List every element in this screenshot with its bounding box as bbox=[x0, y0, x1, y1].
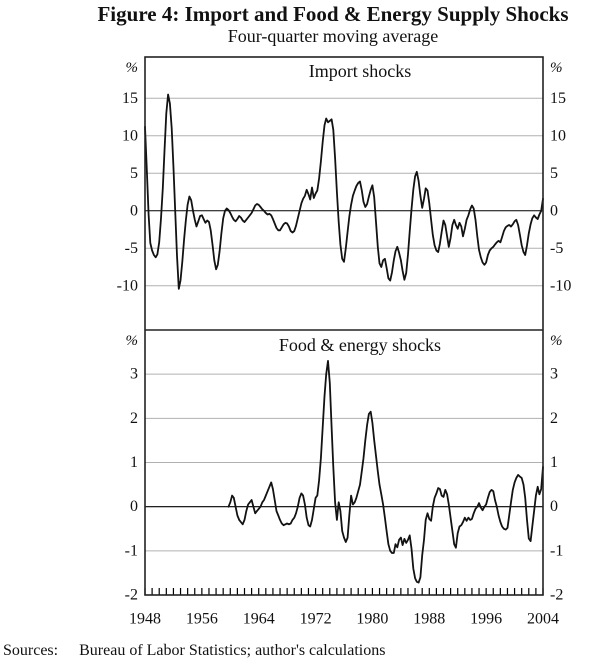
y-axis-tick-label-left: -2 bbox=[125, 587, 138, 604]
y-axis-tick-label-right: 10 bbox=[550, 127, 566, 144]
x-axis-tick-label: 1972 bbox=[300, 611, 332, 628]
y-axis-unit-label-left: % bbox=[126, 60, 139, 76]
y-axis-tick-label-left: 5 bbox=[130, 165, 138, 182]
panel-title-food-energy-shocks: Food & energy shocks bbox=[278, 335, 442, 355]
y-axis-tick-label-left: 0 bbox=[130, 498, 138, 515]
y-axis-tick-label-left: 15 bbox=[122, 90, 138, 107]
y-axis-unit-label-right: % bbox=[550, 333, 563, 349]
y-axis-tick-label-left: 10 bbox=[122, 127, 138, 144]
source-text: Bureau of Labor Statistics; author's cal… bbox=[79, 642, 386, 659]
panel-title-import-shocks: Import shocks bbox=[308, 61, 412, 81]
x-axis-tick-label: 1964 bbox=[243, 611, 275, 628]
y-axis-tick-label-right: 3 bbox=[550, 366, 558, 383]
source-note: Sources: Bureau of Labor Statistics; auth… bbox=[3, 642, 385, 660]
y-axis-tick-label-right: 0 bbox=[550, 202, 558, 219]
y-axis-tick-label-left: 0 bbox=[130, 202, 138, 219]
y-axis-tick-label-right: 1 bbox=[550, 454, 558, 471]
x-axis-tick-label: 1996 bbox=[470, 611, 502, 628]
y-axis-tick-label-left: -5 bbox=[125, 240, 138, 257]
data-series-line bbox=[144, 93, 544, 290]
y-axis-tick-label-right: -5 bbox=[550, 240, 563, 257]
x-axis-tick-label: 1948 bbox=[129, 611, 161, 628]
figure-title: Figure 4: Import and Food & Energy Suppl… bbox=[97, 2, 569, 26]
y-axis-tick-label-right: 5 bbox=[550, 165, 558, 182]
x-axis-tick-label: 1988 bbox=[413, 611, 445, 628]
y-axis-tick-label-right: 2 bbox=[550, 410, 558, 427]
x-axis-tick-label: 2004 bbox=[527, 611, 559, 628]
x-axis-tick-label: 1980 bbox=[356, 611, 388, 628]
y-axis-tick-label-left: -1 bbox=[125, 542, 138, 559]
y-axis-tick-label-left: 3 bbox=[130, 366, 138, 383]
y-axis-tick-label-left: 2 bbox=[130, 410, 138, 427]
y-axis-tick-label-right: -10 bbox=[550, 277, 571, 294]
figure-subtitle: Four-quarter moving average bbox=[227, 26, 439, 46]
y-axis-unit-label-left: % bbox=[126, 333, 139, 349]
plot-frame bbox=[144, 56, 544, 596]
x-axis-tick-label: 1956 bbox=[186, 611, 218, 628]
source-label: Sources: bbox=[3, 642, 59, 659]
y-axis-tick-label-right: 15 bbox=[550, 90, 566, 107]
y-axis-tick-label-right: -2 bbox=[550, 587, 563, 604]
data-series-line bbox=[227, 359, 544, 584]
y-axis-unit-label-right: % bbox=[550, 60, 563, 76]
y-axis-tick-label-left: 1 bbox=[130, 454, 138, 471]
y-axis-tick-label-left: -10 bbox=[117, 277, 138, 294]
y-axis-tick-label-right: -1 bbox=[550, 542, 563, 559]
y-axis-tick-label-right: 0 bbox=[550, 498, 558, 515]
